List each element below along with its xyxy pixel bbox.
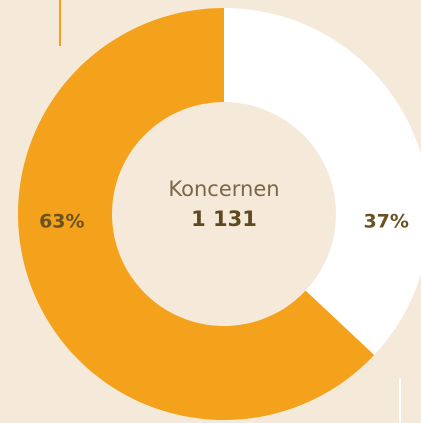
value-label: 63% <box>39 211 84 233</box>
segment <box>224 8 421 356</box>
value-label: 37% <box>363 211 408 233</box>
center-value: 1 131 <box>191 207 257 231</box>
segment <box>18 8 375 420</box>
center-label: Koncernen <box>168 177 279 201</box>
segments <box>18 8 421 420</box>
